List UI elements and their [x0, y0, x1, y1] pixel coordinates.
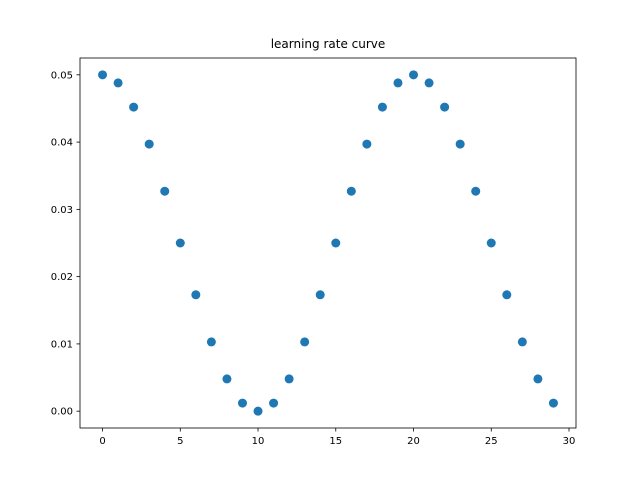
- x-tick-label: 30: [563, 436, 576, 447]
- data-point: [160, 186, 170, 196]
- data-point: [144, 139, 154, 149]
- data-point: [409, 70, 419, 80]
- data-point: [315, 290, 325, 300]
- data-point: [362, 139, 372, 149]
- plot-area: 0 5 10 15 20 25 30 0.00 0.01 0.02 0.03 0.04 0.05: [51, 70, 576, 447]
- axes-frame: [79, 57, 577, 429]
- data-point: [113, 78, 123, 88]
- y-tick-label: 0.03: [51, 205, 73, 216]
- x-tick-label: 5: [177, 436, 183, 447]
- data-point: [129, 102, 139, 112]
- data-point: [191, 290, 201, 300]
- data-point: [175, 238, 185, 248]
- x-tick-label: 25: [485, 436, 498, 447]
- data-point: [331, 238, 341, 248]
- y-tick-label: 0.02: [51, 272, 73, 283]
- y-tick-label: 0.05: [51, 70, 73, 81]
- data-point: [237, 398, 247, 408]
- y-tick-label: 0.01: [51, 339, 73, 350]
- data-point: [98, 70, 108, 80]
- data-point: [300, 337, 310, 347]
- data-point: [269, 398, 279, 408]
- chart-title: learning rate curve: [271, 37, 386, 51]
- data-point: [517, 337, 527, 347]
- data-point: [424, 78, 434, 88]
- x-tick-label: 10: [252, 436, 265, 447]
- data-point: [486, 238, 496, 248]
- data-point: [206, 337, 216, 347]
- data-point: [548, 398, 558, 408]
- x-tick-label: 15: [329, 436, 342, 447]
- data-point: [377, 102, 387, 112]
- x-tick-label: 0: [99, 436, 105, 447]
- data-point: [346, 186, 356, 196]
- data-point: [222, 374, 232, 384]
- x-tick-label: 20: [407, 436, 420, 447]
- y-tick-label: 0.04: [51, 138, 73, 149]
- data-point: [393, 78, 403, 88]
- data-point: [440, 102, 450, 112]
- data-point: [502, 290, 512, 300]
- data-point: [533, 374, 543, 384]
- data-point: [253, 406, 263, 416]
- data-point: [455, 139, 465, 149]
- data-point: [471, 186, 481, 196]
- data-point: [284, 374, 294, 384]
- y-tick-label: 0.00: [51, 407, 73, 418]
